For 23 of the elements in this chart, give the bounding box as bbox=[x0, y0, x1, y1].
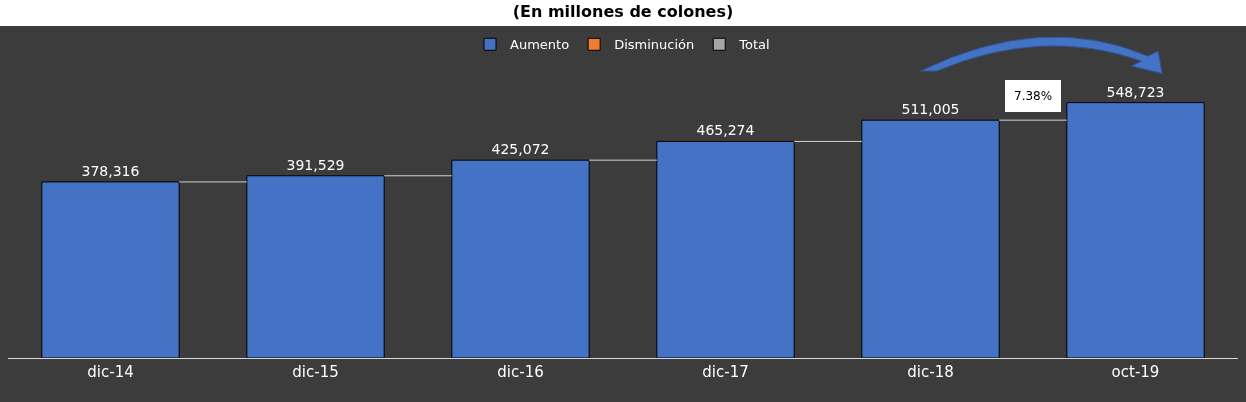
x-tick-label: dic-16 bbox=[497, 363, 544, 381]
data-label: 511,005 bbox=[901, 101, 960, 118]
bar bbox=[246, 175, 385, 358]
data-label: 391,529 bbox=[286, 156, 345, 173]
annotation: 7.38% bbox=[1014, 89, 1053, 103]
bar bbox=[41, 181, 180, 358]
x-tick-label: dic-14 bbox=[87, 363, 134, 381]
data-label: 465,274 bbox=[696, 122, 755, 139]
data-label: 548,723 bbox=[1106, 83, 1165, 100]
x-tick-label: dic-15 bbox=[292, 363, 339, 381]
bar bbox=[656, 140, 795, 358]
x-tick-label: oct-19 bbox=[1111, 363, 1160, 381]
bar bbox=[451, 159, 590, 358]
legend-label: Total bbox=[738, 37, 770, 53]
data-label: 425,072 bbox=[491, 141, 550, 158]
legend-label: Disminución bbox=[614, 37, 695, 53]
x-tick-label: dic-17 bbox=[702, 363, 749, 381]
data-label: 378,316 bbox=[81, 162, 140, 179]
bar bbox=[861, 119, 1000, 358]
bar bbox=[1066, 102, 1205, 358]
x-tick-label: dic-18 bbox=[907, 363, 954, 381]
legend-label: Aumento bbox=[510, 37, 570, 53]
chart-title: (En millones de colones) bbox=[512, 2, 734, 22]
